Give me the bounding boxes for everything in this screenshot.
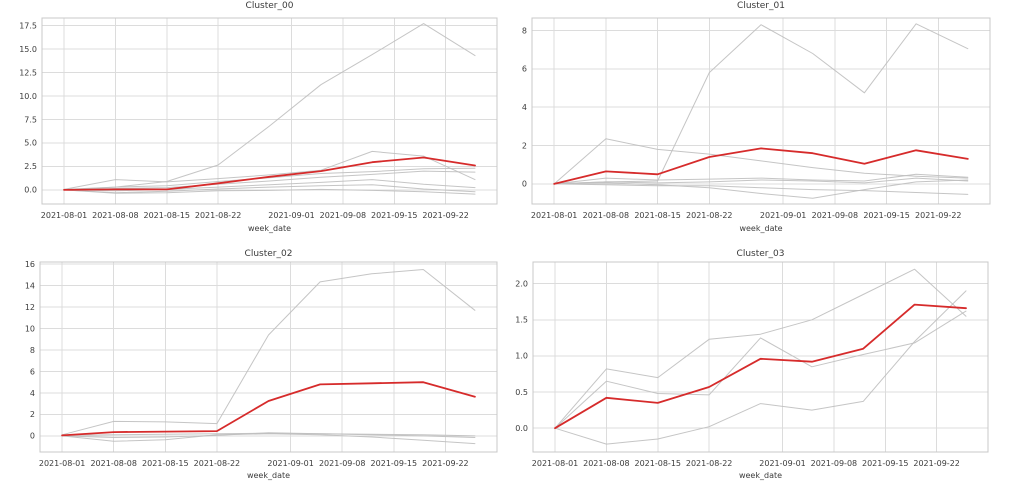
x-tick-label: 2021-08-01: [531, 211, 578, 220]
background-series-line: [61, 433, 476, 445]
y-tick-label: 16: [25, 260, 35, 269]
background-series-line: [553, 179, 969, 199]
background-series-line: [63, 170, 476, 191]
y-tick-label: 6: [522, 65, 527, 74]
background-series-line: [554, 310, 967, 429]
y-tick-label: 12: [25, 303, 35, 312]
background-series-line: [63, 150, 476, 190]
x-axis-label-cluster-00: week_date: [247, 224, 292, 233]
background-series-line: [61, 269, 476, 436]
x-tick-label: 2021-09-01: [268, 211, 315, 220]
highlight-series-line: [553, 147, 969, 185]
y-tick-label: 7.5: [24, 115, 37, 124]
y-tick-label: 5.0: [24, 139, 37, 148]
y-tick-label: 15.0: [19, 45, 37, 54]
background-series-line: [553, 23, 969, 185]
background-series-line: [553, 183, 969, 195]
y-tick-label: 0.0: [24, 186, 37, 195]
background-series-line: [63, 184, 476, 194]
highlight-series-line: [554, 303, 967, 430]
chart-title-cluster-01: Cluster_01: [737, 1, 785, 11]
plot-frame: [41, 17, 498, 205]
x-tick-label: 2021-09-01: [267, 459, 314, 468]
x-tick-label: 2021-08-08: [583, 211, 630, 220]
y-tick-label: 6: [30, 367, 35, 376]
y-tick-label: 0: [522, 180, 527, 189]
background-series-line: [553, 177, 969, 185]
x-tick-label: 2021-09-15: [371, 459, 418, 468]
y-tick-label: 10: [25, 324, 35, 333]
y-tick-label: 1.0: [515, 352, 528, 361]
background-series-line: [553, 173, 969, 185]
x-tick-label: 2021-09-22: [915, 211, 962, 220]
x-tick-label: 2021-08-22: [194, 459, 241, 468]
y-tick-label: 0: [30, 432, 35, 441]
x-tick-label: 2021-08-01: [41, 211, 88, 220]
background-series-line: [554, 290, 967, 445]
x-tick-label: 2021-09-15: [371, 211, 418, 220]
y-tick-label: 2.5: [24, 162, 37, 171]
x-tick-label: 2021-09-08: [320, 211, 367, 220]
x-tick-label: 2021-09-08: [811, 459, 858, 468]
x-tick-label: 2021-08-08: [583, 459, 630, 468]
chart-title-cluster-00: Cluster_00: [245, 1, 294, 11]
x-tick-label: 2021-09-08: [319, 459, 366, 468]
x-tick-label: 2021-09-01: [759, 459, 806, 468]
y-tick-label: 0.5: [515, 388, 528, 397]
x-tick-label: 2021-08-01: [39, 459, 86, 468]
highlight-series-line: [63, 156, 476, 191]
x-tick-label: 2021-08-15: [635, 459, 682, 468]
y-tick-label: 14: [25, 281, 35, 290]
chart-title-cluster-03: Cluster_03: [736, 249, 785, 259]
x-tick-label: 2021-08-22: [686, 211, 733, 220]
x-tick-label: 2021-09-01: [760, 211, 807, 220]
y-tick-label: 2: [30, 410, 35, 419]
x-tick-label: 2021-08-15: [144, 211, 191, 220]
y-tick-label: 8: [30, 346, 35, 355]
plot-frame: [39, 261, 498, 453]
y-tick-label: 17.5: [19, 21, 37, 30]
x-tick-label: 2021-09-15: [862, 459, 909, 468]
plot-frame: [532, 261, 989, 453]
x-tick-label: 2021-08-15: [142, 459, 189, 468]
x-tick-label: 2021-09-08: [812, 211, 859, 220]
x-tick-label: 2021-08-08: [92, 211, 139, 220]
y-tick-label: 10.0: [19, 92, 37, 101]
x-tick-label: 2021-08-15: [634, 211, 681, 220]
background-series-line: [61, 432, 476, 437]
x-tick-label: 2021-08-22: [195, 211, 242, 220]
background-series-line: [553, 138, 969, 185]
x-tick-label: 2021-08-08: [90, 459, 137, 468]
y-tick-label: 2.0: [515, 279, 528, 288]
x-tick-label: 2021-09-15: [863, 211, 910, 220]
y-tick-label: 2: [522, 141, 527, 150]
background-series-line: [63, 188, 476, 195]
y-tick-label: 4: [30, 389, 35, 398]
x-axis-label-cluster-03: week_date: [738, 471, 783, 480]
y-tick-label: 12.5: [19, 68, 37, 77]
plot-frame: [531, 17, 991, 205]
background-series-line: [63, 179, 476, 192]
x-tick-label: 2021-09-22: [422, 211, 469, 220]
x-tick-label: 2021-09-22: [422, 459, 469, 468]
background-series-line: [554, 268, 967, 429]
x-tick-label: 2021-09-22: [913, 459, 960, 468]
chart-title-cluster-02: Cluster_02: [244, 249, 293, 259]
highlight-series-line: [61, 381, 476, 437]
x-tick-label: 2021-08-01: [532, 459, 579, 468]
x-axis-label-cluster-01: week_date: [739, 224, 783, 233]
background-series-line: [63, 23, 476, 190]
y-tick-label: 0.0: [515, 424, 528, 433]
y-tick-label: 1.5: [515, 316, 528, 325]
x-tick-label: 2021-08-22: [686, 459, 733, 468]
x-axis-label-cluster-02: week_date: [246, 471, 291, 480]
y-tick-label: 8: [522, 26, 527, 35]
y-tick-label: 4: [522, 103, 527, 112]
